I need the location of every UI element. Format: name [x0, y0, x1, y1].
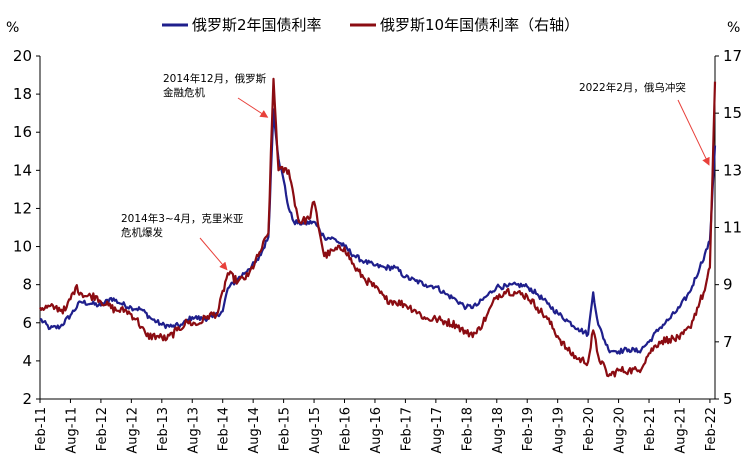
- x-tick-label: Feb-20: [582, 407, 597, 451]
- right-tick-label: 7: [723, 333, 733, 351]
- x-tick-label: Aug-11: [64, 407, 79, 454]
- x-tick-label: Aug-19: [552, 407, 567, 454]
- annotation-arrow: [237, 97, 269, 118]
- annotation-text-line: 2022年2月，俄乌冲突: [579, 81, 686, 94]
- right-tick-label: 15: [723, 104, 742, 122]
- x-tick-label: Aug-15: [308, 407, 323, 454]
- left-tick-label: 10: [13, 238, 32, 256]
- x-tick-label: Aug-14: [247, 407, 262, 454]
- x-tick-label: Feb-22: [704, 407, 719, 451]
- x-tick-label: Aug-16: [369, 407, 384, 454]
- left-tick-label: 18: [13, 85, 32, 103]
- annotation-text-line: 危机爆发: [121, 226, 163, 239]
- annotation-text-line: 2014年3~4月，克里米亚: [121, 212, 244, 225]
- right-tick-label: 5: [723, 390, 733, 408]
- left-tick-label: 14: [13, 161, 32, 179]
- x-tick-label: Feb-12: [95, 407, 110, 451]
- x-tick-label: Feb-21: [643, 407, 658, 451]
- x-tick-label: Aug-17: [430, 407, 445, 454]
- annotation-arrow: [677, 99, 710, 166]
- left-tick-label: 6: [22, 314, 32, 332]
- x-tick-label: Feb-16: [339, 407, 354, 451]
- x-tick-label: Feb-18: [460, 407, 475, 451]
- legend-label-10y: 俄罗斯10年国债利率（右轴）: [380, 16, 579, 34]
- annotation-arrow: [199, 237, 228, 271]
- right-tick-label: 17: [723, 47, 742, 65]
- x-tick-label: Feb-14: [217, 407, 232, 451]
- right-tick-label: 9: [723, 276, 733, 294]
- series-line-2y: [39, 108, 717, 355]
- right-tick-label: 13: [723, 161, 742, 179]
- x-tick-label: Feb-13: [156, 407, 171, 451]
- left-tick-label: 8: [22, 276, 32, 294]
- x-tick-label: Aug-21: [673, 407, 688, 454]
- left-tick-label: 20: [13, 47, 32, 65]
- x-tick-label: Feb-11: [34, 407, 49, 451]
- series-layer: [39, 77, 717, 378]
- left-tick-label: 2: [22, 390, 32, 408]
- annotation-text-line: 2014年12月，俄罗斯: [163, 72, 267, 85]
- left-tick-label: 16: [13, 123, 32, 141]
- left-tick-label: 12: [13, 199, 32, 217]
- right-tick-label: 11: [723, 219, 742, 237]
- x-tick-label: Aug-12: [125, 407, 140, 454]
- annotation-ukraine-conflict: 2022年2月，俄乌冲突: [579, 81, 710, 166]
- axes: 2 4 6 8 10 12 14 16 18 20 5 7 9 11 13 15 17 Feb-11 Aug-11 F…: [13, 47, 742, 454]
- left-tick-label: 4: [22, 352, 32, 370]
- x-tick-label: Feb-15: [278, 407, 293, 451]
- x-tick-label: Aug-13: [186, 407, 201, 454]
- x-tick-label: Feb-19: [521, 407, 536, 451]
- legend: 俄罗斯2年国债利率 俄罗斯10年国债利率（右轴）: [162, 16, 579, 34]
- x-tick-label: Aug-18: [491, 407, 506, 454]
- x-tick-label: Aug-20: [613, 407, 628, 454]
- annotation-text-line: 金融危机: [163, 86, 205, 99]
- right-axis-unit: %: [727, 20, 740, 36]
- left-axis-unit: %: [6, 20, 19, 36]
- legend-label-2y: 俄罗斯2年国债利率: [192, 16, 322, 34]
- series-line-10y: [39, 77, 717, 378]
- x-tick-label: Feb-17: [399, 407, 414, 451]
